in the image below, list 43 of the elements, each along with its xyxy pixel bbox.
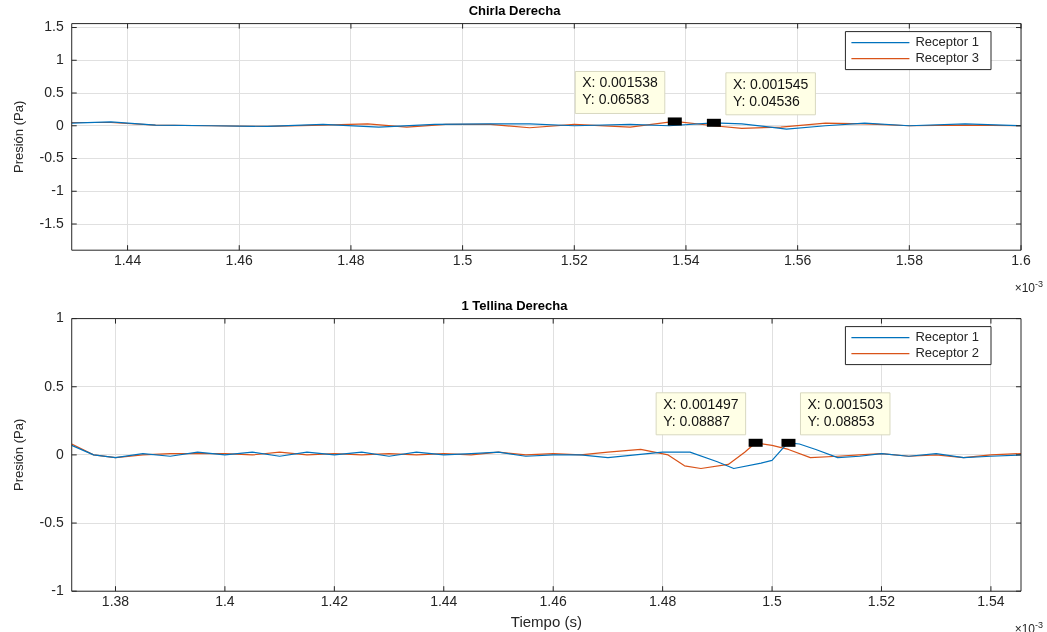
x-tick-label: 1.46 [539,593,568,610]
legend-label: Receptor 3 [915,50,979,66]
x-tick-label: 1.46 [225,252,254,269]
chart-title: 1 Tellina Derecha [461,298,569,314]
x-tick-label: 1.52 [560,252,589,269]
y-tick-label: 0.5 [44,377,64,394]
x-axis-title: Tiempo (s) [510,613,582,631]
chart-title: Chirla Derecha [468,3,562,19]
y-tick-label: -1 [51,182,64,199]
x-tick-label: 1.6 [1011,252,1031,269]
y-tick-label: 0 [55,116,64,133]
y-tick-label: 1 [55,51,64,68]
x-tick-label: 1.56 [784,252,812,269]
y-tick-label: -1.5 [39,214,64,231]
y-tick-label: 0 [55,445,64,462]
x-tick-label: 1.58 [895,252,924,269]
x-tick-label: 1.54 [977,593,1005,610]
x-tick-label: 1.5 [762,593,782,610]
legend-label: Receptor 1 [915,34,979,50]
x-tick-label: 1.48 [337,252,365,269]
x-tick-label: 1.42 [320,593,349,610]
y-tick-label: 0.5 [44,83,64,100]
x-tick-label: 1.5 [452,252,473,269]
annotation: X: 0.001538 Y: 0.06583 [582,74,659,108]
y-tick-label: -0.5 [39,513,64,530]
x-tick-label: 1.4 [215,593,235,610]
y-tick-label: -1 [51,582,64,599]
y-tick-label: -0.5 [39,149,64,166]
annotation: X: 0.001545 Y: 0.04536 [732,75,809,109]
legend-label: Receptor 2 [915,345,979,361]
x-tick-label: 1.48 [649,593,677,610]
y-tick-label: 1.5 [44,18,64,35]
x-tick-label: 1.38 [101,593,130,610]
legend-label: Receptor 1 [915,329,979,345]
annotation: X: 0.001503 Y: 0.08853 [807,395,884,429]
x-tick-label: 1.44 [113,252,142,269]
x-tick-label: 1.54 [672,252,700,269]
y-axis-title: Presión (Pa) [11,418,27,492]
annotation: X: 0.001497 Y: 0.08887 [663,395,739,429]
x-tick-label: 1.52 [867,593,896,610]
y-axis-title: Presión (Pa) [11,100,27,174]
x-tick-label: 1.44 [430,593,458,610]
y-tick-label: 1 [55,309,64,326]
